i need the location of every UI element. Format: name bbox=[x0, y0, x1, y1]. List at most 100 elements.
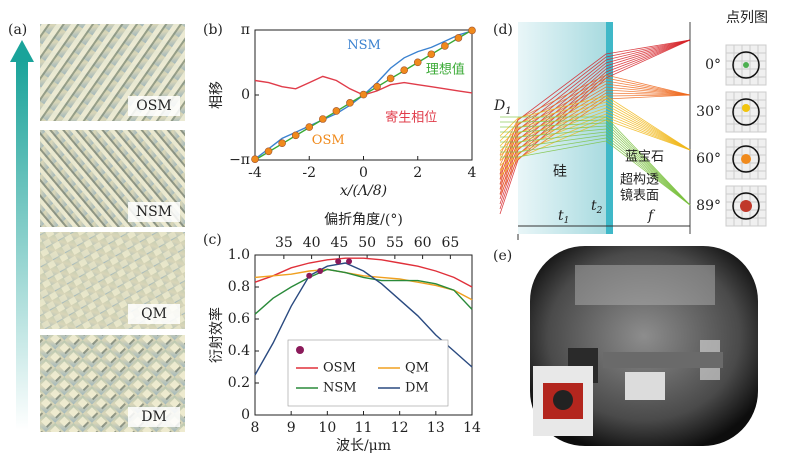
x-tick-label: 13 bbox=[427, 420, 445, 436]
series-line bbox=[255, 258, 472, 287]
spot-diagrams: 0° 30° 60° 89° bbox=[696, 45, 766, 226]
marker bbox=[335, 258, 341, 264]
x-tick-label: 11 bbox=[355, 420, 373, 436]
progress-arrow-head bbox=[10, 40, 34, 62]
x2-tick-label: 40 bbox=[303, 235, 321, 251]
tile-label: NSM bbox=[136, 204, 172, 220]
spot-title: 点列图 bbox=[726, 10, 768, 26]
legend-label: DM bbox=[405, 381, 429, 396]
d1-label: D1 bbox=[493, 98, 512, 117]
marker bbox=[333, 107, 340, 114]
marker bbox=[401, 67, 408, 74]
legend-marker bbox=[296, 346, 304, 354]
angle-label: 60° bbox=[696, 151, 721, 167]
x2-tick-label: 35 bbox=[275, 235, 293, 251]
thermal-photo bbox=[530, 246, 758, 446]
chart: (c)89101112131400.20.40.60.81.0354045505… bbox=[203, 212, 481, 454]
y-tick-label: 0.4 bbox=[228, 343, 250, 359]
surface-label: 超构透 bbox=[620, 173, 659, 188]
x2-tick-label: 55 bbox=[386, 235, 404, 251]
y-axis-label: 相移 bbox=[209, 81, 225, 109]
spot bbox=[742, 104, 750, 112]
tile-label: QM bbox=[141, 306, 167, 322]
y-tick-label: 0.2 bbox=[228, 375, 250, 391]
panel-label: (a) bbox=[8, 22, 27, 38]
x2-tick-label: 60 bbox=[414, 235, 432, 251]
panel-label: (c) bbox=[203, 232, 222, 248]
progress-arrow-shaft bbox=[16, 60, 28, 430]
sapphire-label: 蓝宝石 bbox=[625, 150, 664, 165]
marker bbox=[469, 27, 476, 34]
angle-label: 0° bbox=[705, 57, 721, 73]
x-tick-label: 10 bbox=[318, 420, 336, 436]
marker bbox=[360, 91, 367, 98]
series-name: 寄生相位 bbox=[385, 109, 437, 125]
x-tick-label: 4 bbox=[468, 165, 477, 181]
marker bbox=[319, 116, 326, 123]
marker bbox=[306, 124, 313, 131]
t-sub: 1 bbox=[564, 216, 570, 226]
surface-label: 镜表面 bbox=[620, 189, 659, 204]
y-tick-label: 1.0 bbox=[228, 247, 250, 263]
marker bbox=[317, 268, 323, 274]
marker bbox=[387, 75, 394, 82]
marker bbox=[265, 148, 272, 155]
x-tick-label: 2 bbox=[413, 165, 422, 181]
x-tick-label: 8 bbox=[251, 420, 260, 436]
marker bbox=[279, 140, 286, 147]
x-tick-label: 12 bbox=[391, 420, 409, 436]
series-name: 理想值 bbox=[426, 62, 465, 78]
panel-label: (e) bbox=[493, 248, 512, 264]
d1-main: D bbox=[493, 98, 505, 114]
panel-label: (b) bbox=[203, 22, 223, 38]
y-tick-label: 0 bbox=[241, 407, 250, 423]
spot bbox=[741, 154, 751, 164]
y-tick-label: 0 bbox=[241, 87, 250, 103]
x-tick-label: 9 bbox=[287, 420, 296, 436]
y-tick-label: 0.8 bbox=[228, 279, 250, 295]
photo-object bbox=[625, 372, 665, 400]
tile-group: OSM NSM QM DM bbox=[40, 24, 185, 432]
legend-label: QM bbox=[405, 361, 429, 376]
spot bbox=[740, 200, 752, 212]
marker bbox=[455, 34, 462, 41]
figure: (a) OSMNSMQMDM (d) D1 硅 蓝宝石 超构透 镜表面 t1 t… bbox=[0, 0, 787, 454]
spot bbox=[743, 62, 749, 68]
y-axis-label: 衍射效率 bbox=[208, 307, 225, 363]
angle-label: 30° bbox=[696, 104, 721, 120]
marker bbox=[346, 258, 352, 264]
y-tick-label: 0.6 bbox=[228, 311, 250, 327]
t-sub: 2 bbox=[596, 206, 603, 216]
f-label: f bbox=[647, 208, 656, 224]
marker bbox=[441, 42, 448, 49]
x2-tick-label: 65 bbox=[441, 235, 459, 251]
y-tick-label: π bbox=[241, 22, 250, 38]
inset-lens bbox=[553, 390, 573, 410]
x2-axis-label: 偏折角度/(°) bbox=[324, 212, 403, 228]
x-tick-label: -4 bbox=[248, 165, 262, 181]
silicon-label: 硅 bbox=[553, 164, 567, 180]
d1-sub: 1 bbox=[505, 106, 511, 117]
x-tick-label: 0 bbox=[359, 165, 368, 181]
marker bbox=[346, 99, 353, 106]
tile-label: OSM bbox=[136, 98, 171, 114]
x2-tick-label: 45 bbox=[330, 235, 348, 251]
angle-label: 89° bbox=[696, 198, 721, 214]
tile-label: DM bbox=[141, 409, 167, 425]
x-axis-label: 波长/μm bbox=[336, 438, 391, 454]
series-name: OSM bbox=[312, 133, 345, 148]
marker bbox=[292, 132, 299, 139]
marker bbox=[414, 59, 421, 66]
marker bbox=[374, 83, 381, 90]
photo-desk bbox=[603, 352, 723, 368]
legend-label: OSM bbox=[323, 361, 356, 376]
legend-label: NSM bbox=[323, 381, 357, 396]
marker bbox=[428, 51, 435, 58]
marker bbox=[306, 273, 312, 279]
x-tick-label: 14 bbox=[463, 420, 481, 436]
series-name: NSM bbox=[347, 38, 381, 53]
x-tick-label: -2 bbox=[302, 165, 316, 181]
photo-ceiling bbox=[575, 265, 715, 305]
